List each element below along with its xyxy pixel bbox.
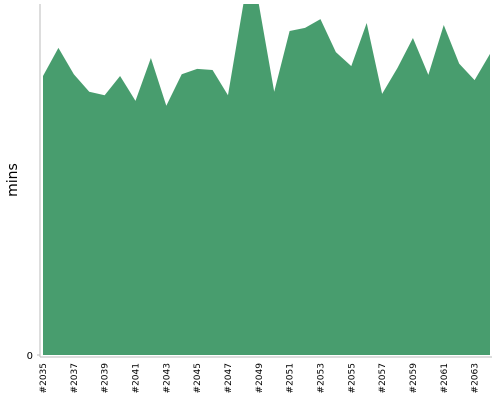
x-tick-label: #2039 [101,363,111,394]
x-tick-label: #2057 [378,363,388,393]
x-tick-label: #2045 [193,363,203,393]
x-tick-label: #2035 [39,363,49,393]
y-axis-label: mins [5,163,21,197]
x-tick-label: #2053 [316,363,326,393]
x-tick-label: #2043 [162,363,172,393]
x-tick-label: #2063 [471,363,481,393]
x-tick-label: #2049 [255,363,265,394]
area [43,4,490,355]
x-tick-label: #2041 [131,363,141,393]
x-tick-label: #2051 [286,363,296,393]
x-tick-label: #2055 [347,363,357,393]
x-tick-label: #2047 [224,363,234,393]
y-tick-label: 0 [27,351,33,362]
x-tick-label: #2059 [409,363,419,394]
x-tick-label: #2037 [70,363,80,393]
x-tick-label: #2061 [440,363,450,393]
